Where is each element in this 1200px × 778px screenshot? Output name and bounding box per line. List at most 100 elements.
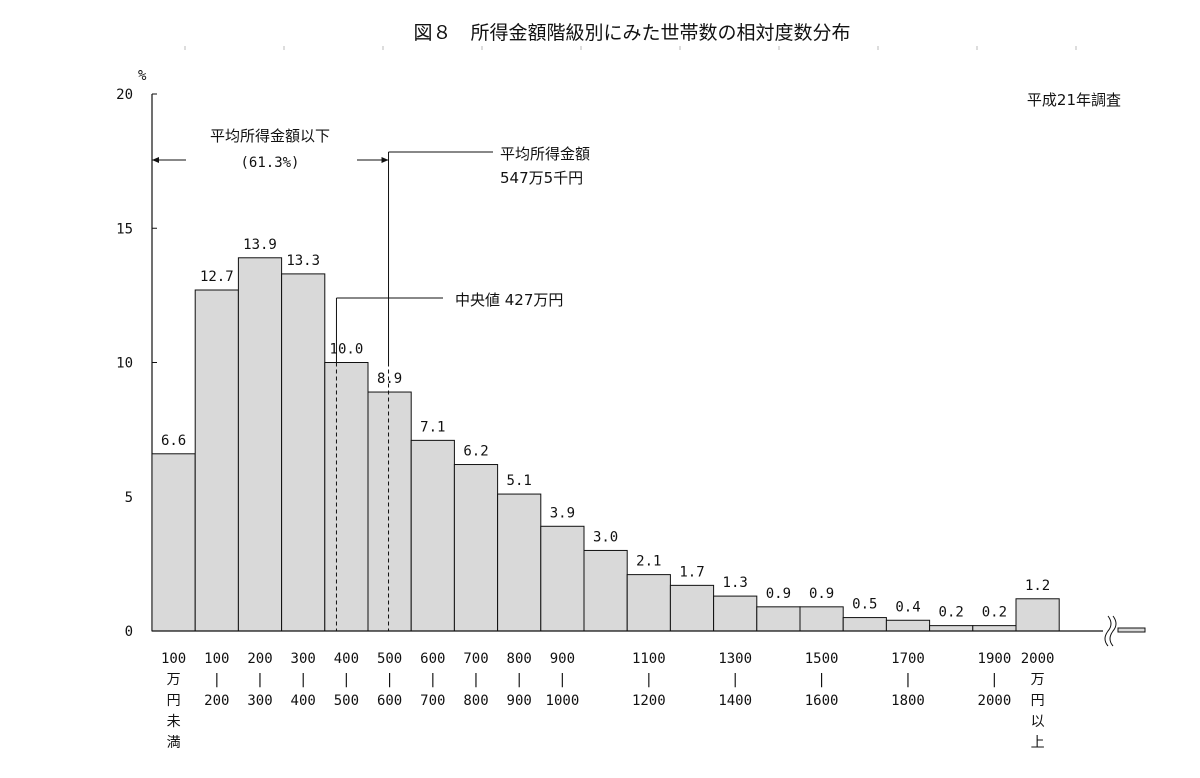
bar-value-label: 13.3 xyxy=(286,253,320,269)
bar-value-label: 12.7 xyxy=(200,269,234,285)
bar-value-label: 2.1 xyxy=(636,554,661,570)
bar-value-label: 0.9 xyxy=(766,586,791,602)
x-tick-label: 500 xyxy=(334,693,359,709)
bar-value-label: 6.2 xyxy=(463,444,488,460)
x-tick-label: 700 xyxy=(420,693,445,709)
bar xyxy=(756,606,801,632)
bar-value-label: 0.5 xyxy=(852,597,877,613)
bar xyxy=(410,439,455,632)
bar xyxy=(497,493,542,632)
survey-note: 平成21年調査 xyxy=(1027,91,1121,109)
x-tick-label: | xyxy=(472,672,480,688)
bar-value-label: 7.1 xyxy=(420,419,445,435)
x-tick-label: | xyxy=(213,672,221,688)
x-tick-label: | xyxy=(342,672,350,688)
x-tick-label: | xyxy=(645,672,653,688)
x-tick-label: 800 xyxy=(463,693,488,709)
y-tick-label: 5 xyxy=(125,490,133,506)
x-tick-label: 万 xyxy=(1031,672,1045,688)
x-tick-label: 300 xyxy=(247,693,272,709)
x-tick-label: 600 xyxy=(377,693,402,709)
y-tick-label: 15 xyxy=(116,221,133,237)
mean-label: 平均所得金額 xyxy=(500,145,590,163)
bar xyxy=(885,619,931,632)
bar xyxy=(799,606,844,632)
x-tick-label: 500 xyxy=(377,651,402,667)
x-tick-label: 200 xyxy=(204,693,229,709)
bar xyxy=(669,584,715,632)
axis-break-mark xyxy=(1104,615,1146,647)
bar xyxy=(929,625,974,632)
x-tick-label: 満 xyxy=(167,735,181,751)
bar-value-label: 5.1 xyxy=(507,473,532,489)
bar-value-label: 13.9 xyxy=(243,237,277,253)
x-tick-label: 1200 xyxy=(632,693,666,709)
x-tick-label: 1600 xyxy=(805,693,839,709)
x-tick-label: 2000 xyxy=(1021,651,1055,667)
median-label: 中央値 427万円 xyxy=(455,291,563,309)
x-tick-label: 100 xyxy=(204,651,229,667)
bar xyxy=(713,595,758,632)
arrow-head-left xyxy=(152,157,159,163)
y-tick-label: 0 xyxy=(125,624,133,640)
bar xyxy=(626,574,671,632)
x-tick-label: 200 xyxy=(247,651,272,667)
x-tick-label: | xyxy=(558,672,566,688)
bar-value-label: 0.2 xyxy=(982,605,1007,621)
x-tick-label: 未 xyxy=(167,714,181,730)
x-tick-label: 400 xyxy=(291,693,316,709)
annotation-lines xyxy=(152,151,493,631)
mean-value: 547万5千円 xyxy=(500,169,583,187)
bars xyxy=(151,257,1103,632)
y-tick-label: 10 xyxy=(116,356,133,372)
bar xyxy=(367,391,412,632)
x-tick-label: | xyxy=(990,672,998,688)
y-tick-label: 20 xyxy=(116,87,133,103)
x-tick-label: | xyxy=(731,672,739,688)
bar-value-label: 1.3 xyxy=(723,575,748,591)
bar-value-label: 3.9 xyxy=(550,505,575,521)
bar xyxy=(281,273,326,632)
x-tick-label: 1000 xyxy=(546,693,580,709)
annotations: 平均所得金額以下 (61.3%) 平均所得金額 547万5千円 中央値 427万… xyxy=(210,127,590,309)
x-tick-label: 1300 xyxy=(718,651,752,667)
chart-title: 図８ 所得金額階級別にみた世帯数の相対度数分布 xyxy=(413,22,850,44)
bar-value-label: 1.2 xyxy=(1025,578,1050,594)
x-tick-label: 万 xyxy=(167,672,181,688)
bar xyxy=(583,549,628,632)
x-tick-label: 1700 xyxy=(891,651,925,667)
y-unit-label: % xyxy=(138,68,147,84)
x-tick-label: | xyxy=(515,672,523,688)
x-tick-label: 900 xyxy=(507,693,532,709)
x-tick-label: | xyxy=(817,672,825,688)
x-tick-label: 400 xyxy=(334,651,359,667)
break-curve-1 xyxy=(1104,615,1112,647)
bar-value-label: 0.4 xyxy=(895,599,920,615)
bar xyxy=(972,625,1017,632)
bar-value-label: 1.7 xyxy=(679,564,704,580)
bar-value-label: 3.0 xyxy=(593,529,618,545)
x-tick-label: 300 xyxy=(291,651,316,667)
x-tick-label: 600 xyxy=(420,651,445,667)
bar xyxy=(1015,598,1060,632)
x-tick-label: 1500 xyxy=(805,651,839,667)
x-tick-label: 1800 xyxy=(891,693,925,709)
below-mean-label: 平均所得金額以下 xyxy=(210,127,330,145)
x-tick-label: 800 xyxy=(507,651,532,667)
break-curve-2 xyxy=(1109,615,1117,647)
x-tick-label: | xyxy=(256,672,264,688)
x-tick-label: 以 xyxy=(1031,714,1045,730)
x-tick-label: 上 xyxy=(1031,735,1045,751)
bar xyxy=(194,289,239,632)
x-tick-label: 円 xyxy=(167,693,181,709)
bar xyxy=(324,362,369,632)
x-tick-label: 700 xyxy=(463,651,488,667)
bar-value-label: 8.9 xyxy=(377,371,402,387)
x-tick-label: | xyxy=(299,672,307,688)
continuation-segment xyxy=(1117,627,1146,633)
bar-value-label: 10.0 xyxy=(330,342,364,358)
bar xyxy=(453,464,499,632)
x-tick-label: | xyxy=(904,672,912,688)
